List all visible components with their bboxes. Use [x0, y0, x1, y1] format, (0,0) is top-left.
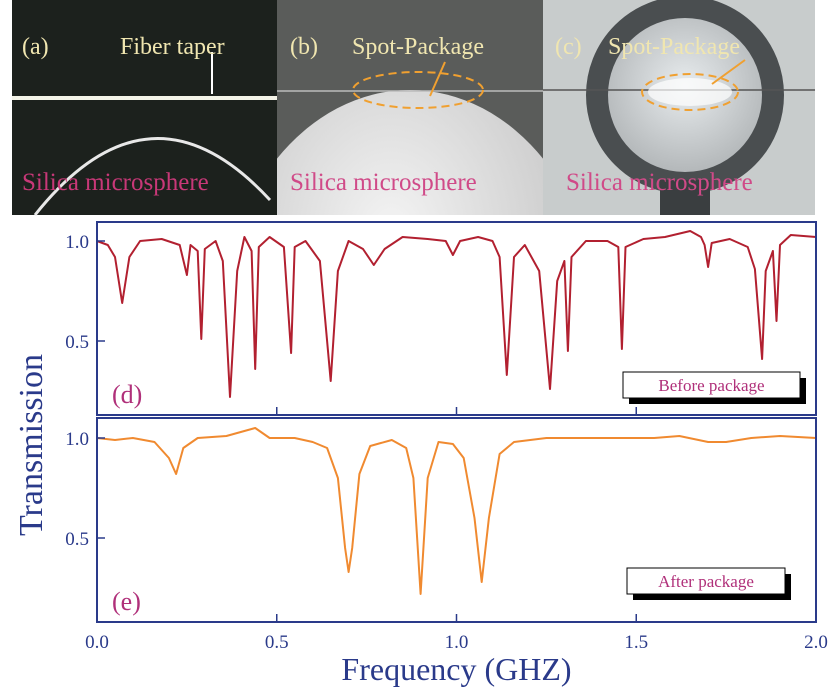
- photo-label: (c): [555, 34, 582, 60]
- photo-sphere: Silica microsphere: [290, 169, 477, 196]
- photo-label: (b): [290, 34, 318, 60]
- x-tick-label: 0.0: [85, 632, 109, 653]
- y-tick-label: 0.5: [65, 529, 89, 550]
- y-tick-label: 1.0: [65, 429, 89, 450]
- x-tick-label: 0.5: [265, 632, 289, 653]
- data-line: [96, 230, 817, 398]
- photo-a: (a) Fiber taper Silica microsphere: [12, 0, 277, 216]
- y-axis-label: Transmission: [13, 354, 50, 536]
- y-tick-label: 1.0: [65, 232, 89, 253]
- photo-label: (a): [22, 34, 49, 60]
- photo-c: (c) Spot-Package Silica microsphere: [543, 0, 815, 215]
- legend-box: [622, 371, 801, 399]
- y-tick-label: 0.5: [65, 332, 89, 353]
- data-line: [96, 427, 817, 595]
- x-tick-label: 2.0: [804, 632, 828, 653]
- panel-label: (d): [112, 380, 142, 409]
- photo-caption: Spot-Package: [352, 34, 484, 60]
- x-tick-label: 1.0: [445, 632, 469, 653]
- photo-caption: Spot-Package: [608, 34, 740, 60]
- legend-label: After package: [658, 572, 754, 591]
- legend-label: Before package: [658, 376, 764, 395]
- x-tick-label: 1.5: [624, 632, 648, 653]
- photo-sphere: Silica microsphere: [566, 169, 753, 196]
- x-axis-label: Frequency (GHZ): [341, 651, 571, 687]
- legend-box: [626, 567, 786, 595]
- photo-sphere: Silica microsphere: [22, 169, 209, 196]
- panel-label: (e): [112, 587, 141, 616]
- photo-caption: Fiber taper: [120, 34, 225, 60]
- photo-b: (b) Spot-Package Silica microsphere: [277, 0, 543, 215]
